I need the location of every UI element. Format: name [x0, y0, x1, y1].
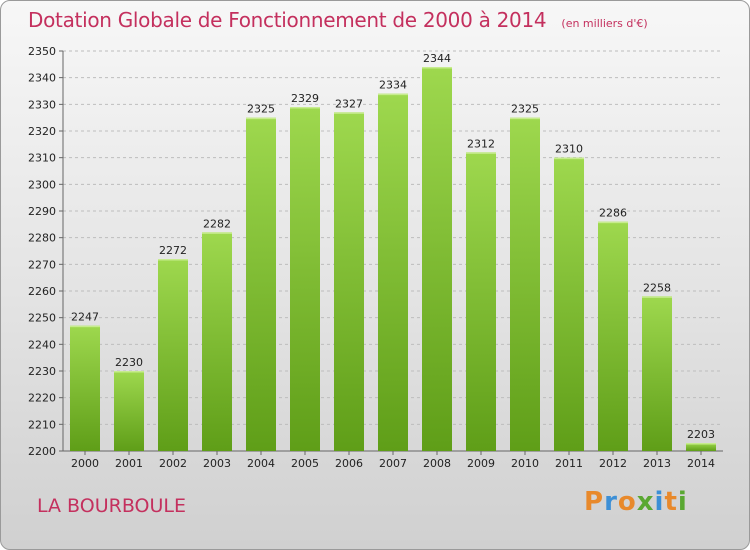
x-tick-label: 2012 — [599, 457, 627, 470]
bars — [70, 67, 716, 452]
bar-2008 — [422, 67, 452, 451]
y-tick-label: 2260 — [28, 285, 56, 298]
y-tick-label: 2300 — [28, 178, 56, 191]
bar-top-highlight — [466, 152, 496, 154]
chart-title: Dotation Globale de Fonctionnement de 20… — [28, 8, 547, 32]
value-labels: 2247 2230 2272 2282 2325 2329 2327 2334 2344 2312… — [71, 52, 715, 441]
bar-2002 — [158, 259, 188, 451]
value-label: 2327 — [335, 97, 363, 110]
x-tick-label: 2009 — [467, 457, 495, 470]
value-label: 2203 — [687, 428, 715, 441]
bar-2005 — [290, 107, 320, 451]
value-label: 2325 — [247, 103, 275, 116]
logo-letter: i — [654, 487, 665, 517]
value-label: 2325 — [511, 103, 539, 116]
x-tick-label: 2013 — [643, 457, 671, 470]
bar-2006 — [334, 112, 364, 451]
value-label: 2247 — [71, 311, 99, 324]
logo-letter: x — [636, 487, 655, 517]
y-tick-label: 2290 — [28, 205, 56, 218]
value-label: 2329 — [291, 92, 319, 105]
value-label: 2286 — [599, 207, 627, 220]
bar-top-highlight — [246, 117, 276, 120]
x-tick-label: 2010 — [511, 457, 539, 470]
bar-top-highlight — [334, 112, 364, 114]
y-tick-label: 2320 — [28, 125, 56, 138]
y-tick-label: 2220 — [28, 392, 56, 405]
bar-2013 — [642, 296, 672, 451]
bar-2010 — [510, 117, 540, 452]
bar-top-highlight — [114, 371, 144, 373]
logo-letter: r — [604, 487, 618, 517]
y-tick-label: 2310 — [28, 152, 56, 165]
bar-top-highlight — [510, 117, 540, 120]
bar-top-highlight — [290, 107, 320, 109]
commune-name: LA BOURBOULE — [37, 495, 186, 517]
bar-top-highlight — [422, 67, 452, 69]
bar-top-highlight — [642, 296, 672, 298]
chart-header: Dotation Globale de Fonctionnement de 20… — [28, 8, 648, 32]
y-tick-label: 2330 — [28, 98, 56, 111]
logo-letter: P — [584, 487, 605, 517]
logo-letter: t — [664, 487, 678, 517]
chart-subtitle: (en milliers d'€) — [561, 17, 648, 30]
x-tick-label: 2008 — [423, 457, 451, 470]
proxiti-logo[interactable]: Proxiti — [584, 487, 688, 517]
bar-2003 — [202, 232, 232, 451]
y-tick-label: 2240 — [28, 338, 56, 351]
x-tick-label: 2002 — [159, 457, 187, 470]
x-tick-label: 2006 — [335, 457, 363, 470]
value-label: 2272 — [159, 244, 187, 257]
bar-top-highlight — [598, 221, 628, 224]
y-tick-label: 2210 — [28, 418, 56, 431]
bar-2004 — [246, 117, 276, 452]
bar-top-highlight — [202, 232, 232, 234]
x-tick-label: 2014 — [687, 457, 715, 470]
bar-top-highlight — [158, 259, 188, 261]
y-tick-label: 2280 — [28, 232, 56, 245]
x-tick-label: 2007 — [379, 457, 407, 470]
bar-top-highlight — [554, 157, 584, 160]
value-label: 2282 — [203, 217, 231, 230]
value-label: 2344 — [423, 52, 451, 65]
value-label: 2258 — [643, 281, 671, 294]
logo-letter: o — [617, 487, 637, 517]
bar-top-highlight — [378, 93, 408, 96]
x-tick-label: 2005 — [291, 457, 319, 470]
x-tick-label: 2001 — [115, 457, 143, 470]
value-label: 2312 — [467, 137, 495, 150]
value-label: 2230 — [115, 356, 143, 369]
bar-2012 — [598, 221, 628, 451]
bar-top-highlight — [70, 325, 100, 328]
value-label: 2310 — [555, 143, 583, 156]
y-tick-label: 2230 — [28, 365, 56, 378]
y-tick-label: 2340 — [28, 72, 56, 85]
value-label: 2334 — [379, 79, 407, 92]
bar-2000 — [70, 325, 100, 451]
bar-2001 — [114, 371, 144, 451]
y-tick-label: 2200 — [28, 445, 56, 458]
y-tick-label: 2350 — [28, 45, 56, 58]
bar-2011 — [554, 157, 584, 451]
x-tick-label: 2003 — [203, 457, 231, 470]
axes: 2200 2210 2220 2230 2240 2250 2260 2270 2280 2290… — [28, 45, 723, 470]
y-tick-label: 2250 — [28, 312, 56, 325]
x-tick-label: 2004 — [247, 457, 275, 470]
x-tick-label: 2011 — [555, 457, 583, 470]
bar-2007 — [378, 93, 408, 452]
logo-letter: i — [677, 487, 688, 517]
x-tick-label: 2000 — [71, 457, 99, 470]
y-tick-label: 2270 — [28, 258, 56, 271]
bar-top-highlight — [686, 443, 716, 445]
bar-2014 — [686, 443, 716, 451]
bar-2009 — [466, 152, 496, 452]
